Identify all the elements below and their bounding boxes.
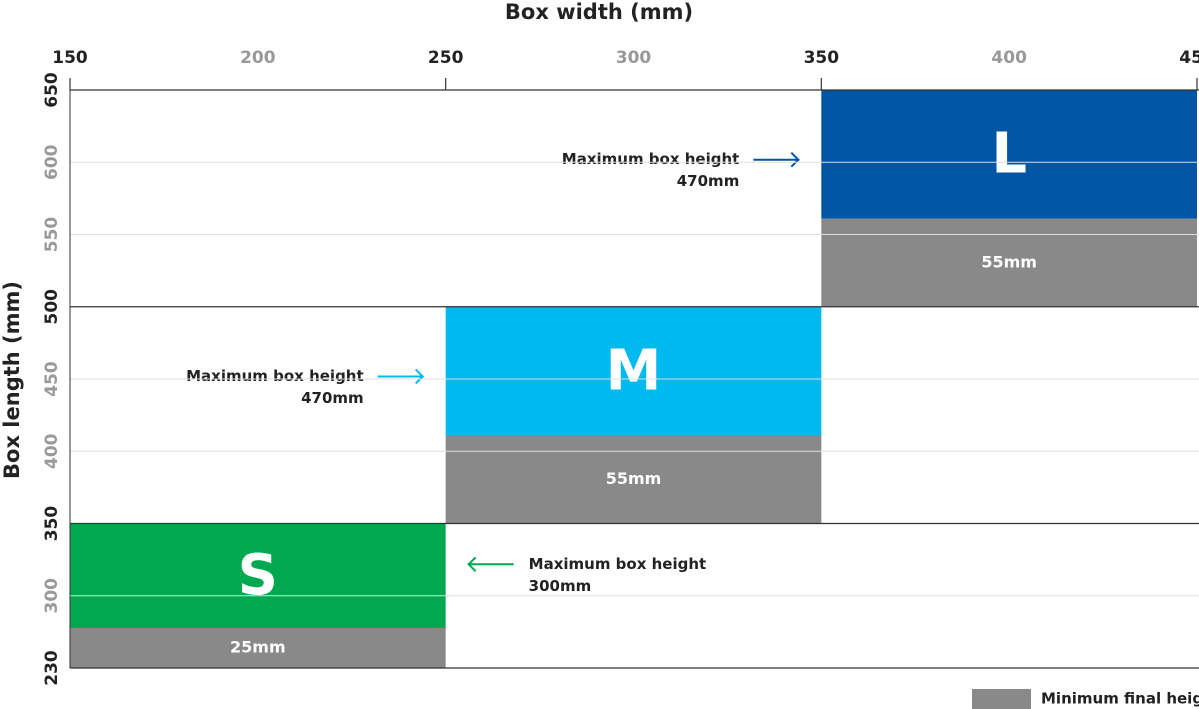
x-tick-label: 300 bbox=[616, 48, 652, 68]
min-height-bar bbox=[821, 218, 1197, 307]
max-height-note: Maximum box height 470mm bbox=[562, 150, 800, 190]
x-tick-label: 350 bbox=[804, 48, 840, 68]
y-axis-title: Box length (mm) bbox=[0, 281, 24, 479]
note-value: 470mm bbox=[301, 389, 364, 407]
y-tick-label: 350 bbox=[42, 506, 62, 542]
note-value: 470mm bbox=[677, 172, 740, 190]
size-box bbox=[821, 90, 1197, 219]
y-tick-label: 400 bbox=[42, 433, 62, 469]
max-height-note: Maximum box height 470mm bbox=[186, 367, 425, 407]
min-height-bar bbox=[70, 628, 446, 668]
x-tick-label: 450 bbox=[1179, 48, 1199, 68]
min-height-label: 55mm bbox=[981, 252, 1037, 271]
legend-label: Minimum final height bbox=[1041, 690, 1199, 708]
size-box bbox=[445, 306, 822, 436]
legend-swatch bbox=[972, 689, 1031, 709]
x-tick-label: 150 bbox=[52, 48, 88, 68]
x-tick-label: 250 bbox=[428, 48, 464, 68]
y-tick-label: 230 bbox=[42, 650, 62, 686]
min-height-bar bbox=[445, 435, 822, 524]
arrow-head bbox=[414, 368, 425, 385]
box-letter: L bbox=[991, 122, 1027, 187]
note-text: Maximum box height bbox=[186, 367, 364, 385]
y-tick-label: 300 bbox=[42, 578, 62, 614]
note-value: 300mm bbox=[529, 577, 592, 595]
y-tick-label: 500 bbox=[42, 289, 62, 325]
min-height-label: 25mm bbox=[230, 638, 286, 657]
x-tick-label: 200 bbox=[240, 48, 276, 68]
note-text: Maximum box height bbox=[562, 150, 740, 168]
max-height-note: Maximum box height 300mm bbox=[467, 555, 707, 595]
y-tick-label: 650 bbox=[42, 72, 62, 108]
arrow-head bbox=[790, 151, 800, 168]
arrow-head bbox=[467, 556, 477, 573]
box-letter: S bbox=[238, 543, 278, 608]
x-tick-label: 400 bbox=[991, 48, 1027, 68]
y-tick-label: 600 bbox=[42, 144, 62, 180]
box-letter: M bbox=[606, 338, 662, 403]
min-height-label: 55mm bbox=[606, 469, 662, 488]
y-tick-label: 450 bbox=[42, 361, 62, 397]
y-tick-label: 550 bbox=[42, 217, 62, 253]
size-box bbox=[70, 523, 446, 628]
x-axis-title: Box width (mm) bbox=[505, 0, 693, 24]
note-text: Maximum box height bbox=[529, 555, 707, 573]
